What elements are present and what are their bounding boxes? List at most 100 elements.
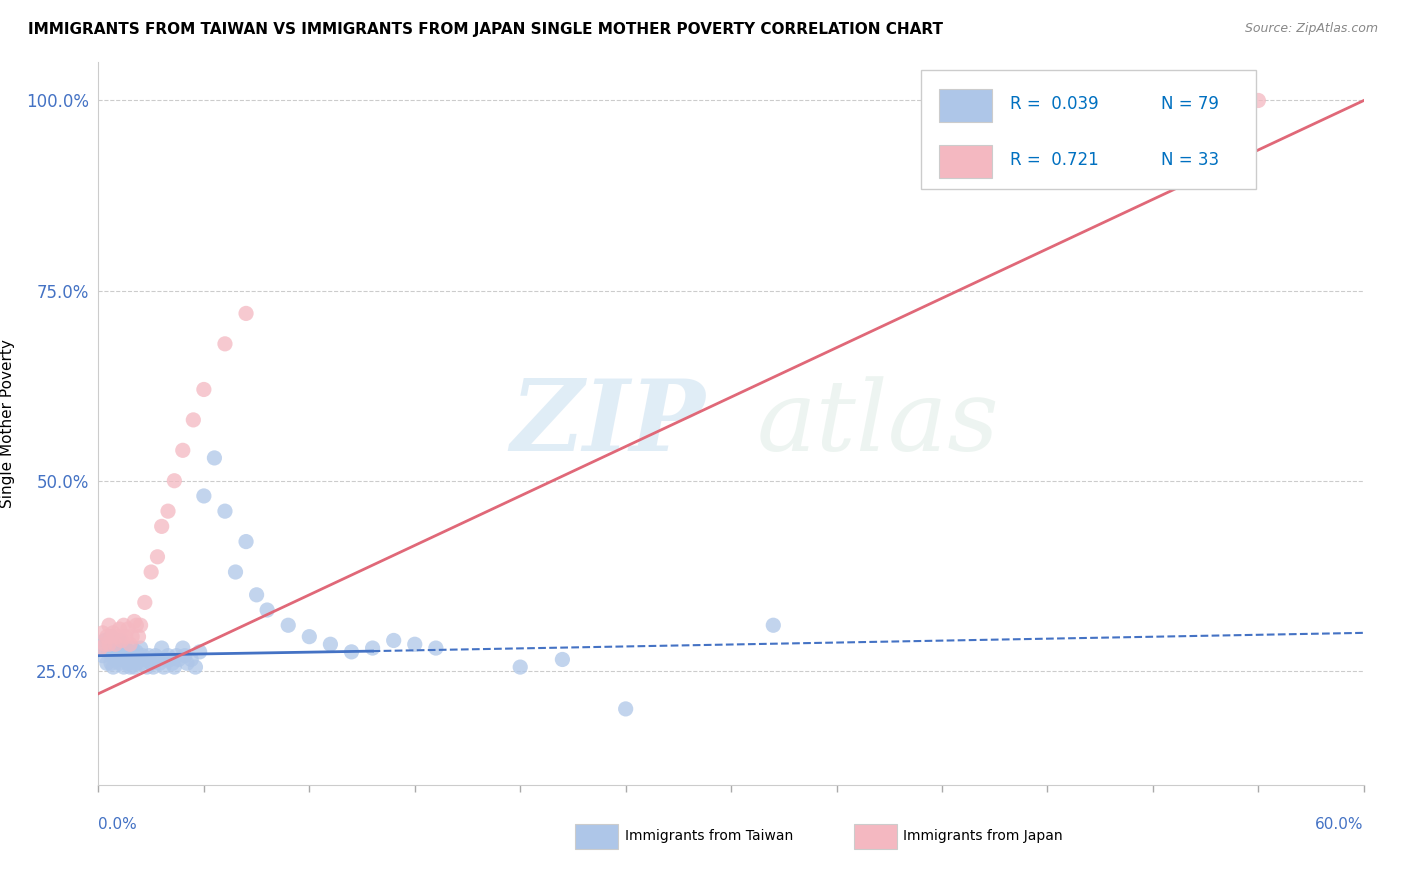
Point <box>128 630 150 644</box>
FancyBboxPatch shape <box>853 824 897 848</box>
Point <box>128 652 150 666</box>
Point <box>157 648 180 663</box>
Point <box>172 443 194 458</box>
Text: Immigrants from Japan: Immigrants from Japan <box>903 830 1063 843</box>
Point <box>124 660 146 674</box>
Point <box>138 648 160 663</box>
Point <box>104 637 127 651</box>
Point <box>214 504 236 518</box>
Point <box>111 641 132 656</box>
Point <box>103 660 125 674</box>
Point <box>762 618 785 632</box>
Point <box>425 641 447 656</box>
Point <box>96 630 118 644</box>
Point <box>96 657 118 671</box>
Point <box>404 637 426 651</box>
Point <box>112 660 135 674</box>
Point <box>107 630 129 644</box>
Point <box>184 660 207 674</box>
Point <box>98 637 121 651</box>
Point <box>277 618 299 632</box>
Point <box>107 648 129 663</box>
Point <box>115 630 138 644</box>
Point <box>235 534 257 549</box>
Point <box>361 641 384 656</box>
Point <box>146 549 169 564</box>
Point <box>225 565 247 579</box>
Text: ZIP: ZIP <box>510 376 706 472</box>
Point <box>155 652 177 666</box>
Point <box>125 657 148 671</box>
Text: N = 33: N = 33 <box>1161 151 1219 169</box>
Point <box>111 633 132 648</box>
Text: R =  0.721: R = 0.721 <box>1010 151 1098 169</box>
Point <box>104 652 127 666</box>
Point <box>115 641 138 656</box>
Point <box>157 504 180 518</box>
Point <box>159 652 181 666</box>
FancyBboxPatch shape <box>921 70 1257 189</box>
Point <box>98 645 121 659</box>
Point <box>93 633 117 648</box>
Point <box>149 657 172 671</box>
Point <box>117 648 139 663</box>
Text: 0.0%: 0.0% <box>98 817 138 832</box>
Point <box>134 652 156 666</box>
Point <box>100 630 122 644</box>
Point <box>134 595 156 609</box>
Point <box>193 383 215 397</box>
Point <box>125 618 148 632</box>
Point <box>193 489 215 503</box>
Point <box>129 657 152 671</box>
Point <box>551 652 574 666</box>
Point <box>90 641 112 656</box>
Point <box>298 630 321 644</box>
Point <box>141 565 163 579</box>
Text: Immigrants from Taiwan: Immigrants from Taiwan <box>624 830 793 843</box>
Point <box>90 641 112 656</box>
Point <box>172 641 194 656</box>
Point <box>117 622 139 636</box>
Point <box>98 637 121 651</box>
Point <box>150 519 173 533</box>
Point <box>256 603 278 617</box>
Point <box>121 641 143 656</box>
Point <box>162 657 183 671</box>
Point <box>145 648 166 663</box>
Point <box>132 648 155 663</box>
Point <box>142 660 165 674</box>
Point <box>340 645 363 659</box>
Point <box>129 641 152 656</box>
Text: Source: ZipAtlas.com: Source: ZipAtlas.com <box>1244 22 1378 36</box>
Point <box>124 615 146 629</box>
Point <box>167 652 190 666</box>
Point <box>108 645 131 659</box>
Text: 60.0%: 60.0% <box>1316 817 1364 832</box>
Point <box>125 645 148 659</box>
Point <box>129 618 152 632</box>
Point <box>108 633 131 648</box>
Point <box>150 641 173 656</box>
Point <box>120 637 141 651</box>
Point <box>204 450 226 465</box>
Point <box>246 588 269 602</box>
Point <box>176 657 198 671</box>
Point <box>108 622 131 636</box>
Point <box>163 474 186 488</box>
Point <box>183 413 205 427</box>
Point <box>153 660 176 674</box>
Point <box>103 645 125 659</box>
Point <box>509 660 531 674</box>
Point <box>141 657 163 671</box>
Point <box>98 618 121 632</box>
Point <box>103 625 125 640</box>
Point <box>235 306 257 320</box>
Point <box>111 652 132 666</box>
Point <box>108 657 131 671</box>
Point <box>188 645 211 659</box>
Point <box>120 645 141 659</box>
Point <box>614 702 637 716</box>
Point <box>136 660 159 674</box>
Text: atlas: atlas <box>756 376 1000 471</box>
Point <box>163 660 186 674</box>
